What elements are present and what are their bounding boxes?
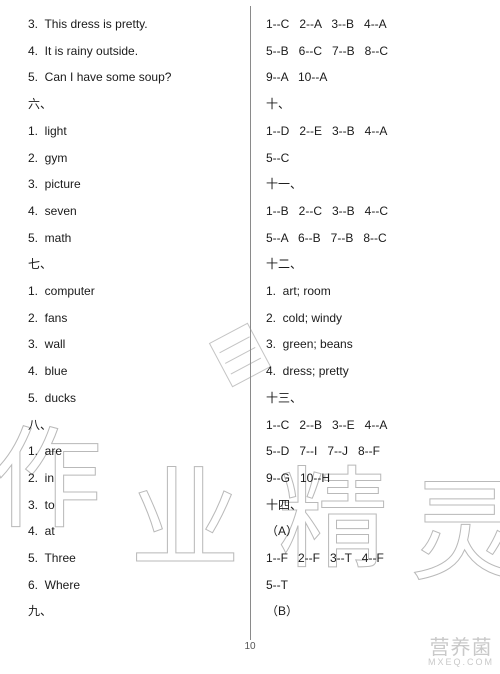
list-item: 1. art; room xyxy=(266,283,480,310)
list-item: 5--B 6--C 7--B 8--C xyxy=(266,43,480,70)
section-heading: 十三、 xyxy=(266,390,480,417)
list-item: 5. Three xyxy=(28,550,242,577)
list-item: 5--C xyxy=(266,150,480,177)
list-item: 5--A 6--B 7--B 8--C xyxy=(266,230,480,257)
section-heading: 八、 xyxy=(28,417,242,444)
left-column: 3. This dress is pretty. 4. It is rainy … xyxy=(28,16,254,630)
list-item: 1--B 2--C 3--B 4--C xyxy=(266,203,480,230)
section-heading: 十二、 xyxy=(266,256,480,283)
list-item: 1--C 2--B 3--E 4--A xyxy=(266,417,480,444)
section-heading: 七、 xyxy=(28,256,242,283)
list-item: 2. fans xyxy=(28,310,242,337)
list-item: 4. dress; pretty xyxy=(266,363,480,390)
list-item: 4. at xyxy=(28,523,242,550)
list-item: 3. to xyxy=(28,497,242,524)
list-item: 5. math xyxy=(28,230,242,257)
list-item: 5. ducks xyxy=(28,390,242,417)
list-item: 4. It is rainy outside. xyxy=(28,43,242,70)
list-item: 3. This dress is pretty. xyxy=(28,16,242,43)
page-number: 10 xyxy=(0,641,500,652)
list-item: 9--A 10--A xyxy=(266,69,480,96)
corner-watermark-url: MXEQ.COM xyxy=(428,658,494,668)
list-item: 1--F 2--F 3--T 4--F xyxy=(266,550,480,577)
list-item: 5--T xyxy=(266,577,480,604)
section-heading: 十、 xyxy=(266,96,480,123)
list-item: 6. Where xyxy=(28,577,242,604)
list-item: 5--D 7--I 7--J 8--F xyxy=(266,443,480,470)
list-item: 1--C 2--A 3--B 4--A xyxy=(266,16,480,43)
list-item: 9--G 10--H xyxy=(266,470,480,497)
section-heading: 十四、 xyxy=(266,497,480,524)
list-item: 2. gym xyxy=(28,150,242,177)
section-heading: 十一、 xyxy=(266,176,480,203)
list-item: 1--D 2--E 3--B 4--A xyxy=(266,123,480,150)
list-item: 1. light xyxy=(28,123,242,150)
list-item: 2. in xyxy=(28,470,242,497)
section-heading: 六、 xyxy=(28,96,242,123)
list-item: 1. computer xyxy=(28,283,242,310)
right-column: 1--C 2--A 3--B 4--A 5--B 6--C 7--B 8--C … xyxy=(254,16,480,630)
list-item: 4. blue xyxy=(28,363,242,390)
list-item: 5. Can I have some soup? xyxy=(28,69,242,96)
list-item: 3. picture xyxy=(28,176,242,203)
section-heading: 九、 xyxy=(28,603,242,630)
list-item: （B） xyxy=(266,603,480,630)
list-item: 4. seven xyxy=(28,203,242,230)
column-divider xyxy=(250,6,251,640)
list-item: 2. cold; windy xyxy=(266,310,480,337)
list-item: （A） xyxy=(266,523,480,550)
list-item: 3. green; beans xyxy=(266,336,480,363)
page-content: 3. This dress is pretty. 4. It is rainy … xyxy=(0,0,500,640)
list-item: 3. wall xyxy=(28,336,242,363)
list-item: 1. are xyxy=(28,443,242,470)
